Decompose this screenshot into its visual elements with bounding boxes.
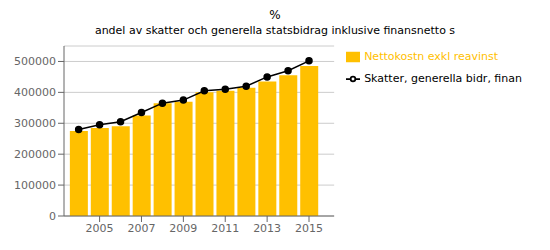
- svg-text:2013: 2013: [253, 222, 281, 235]
- html-text:Skatter, generella bidr, finan: Skatter, generella bidr, finan: [364, 72, 522, 85]
- html-text:andel av skatter och generella: andel av skatter och generella statsbidr…: [94, 24, 456, 37]
- svg-text:0: 0: [49, 210, 56, 223]
- svg-text:2015: 2015: [295, 222, 323, 235]
- svg-text:2005: 2005: [86, 222, 114, 235]
- svg-text:2007: 2007: [127, 222, 155, 235]
- svg-text:300000: 300000: [14, 117, 56, 130]
- html-text:Nettokostn exkl reavinst: Nettokostn exkl reavinst: [364, 50, 499, 63]
- svg-text:100000: 100000: [14, 179, 56, 192]
- svg-text:200000: 200000: [14, 148, 56, 161]
- svg-text:2009: 2009: [169, 222, 197, 235]
- svg-text:500000: 500000: [14, 55, 56, 68]
- svg-text:400000: 400000: [14, 86, 56, 99]
- svg-text:2011: 2011: [211, 222, 239, 235]
